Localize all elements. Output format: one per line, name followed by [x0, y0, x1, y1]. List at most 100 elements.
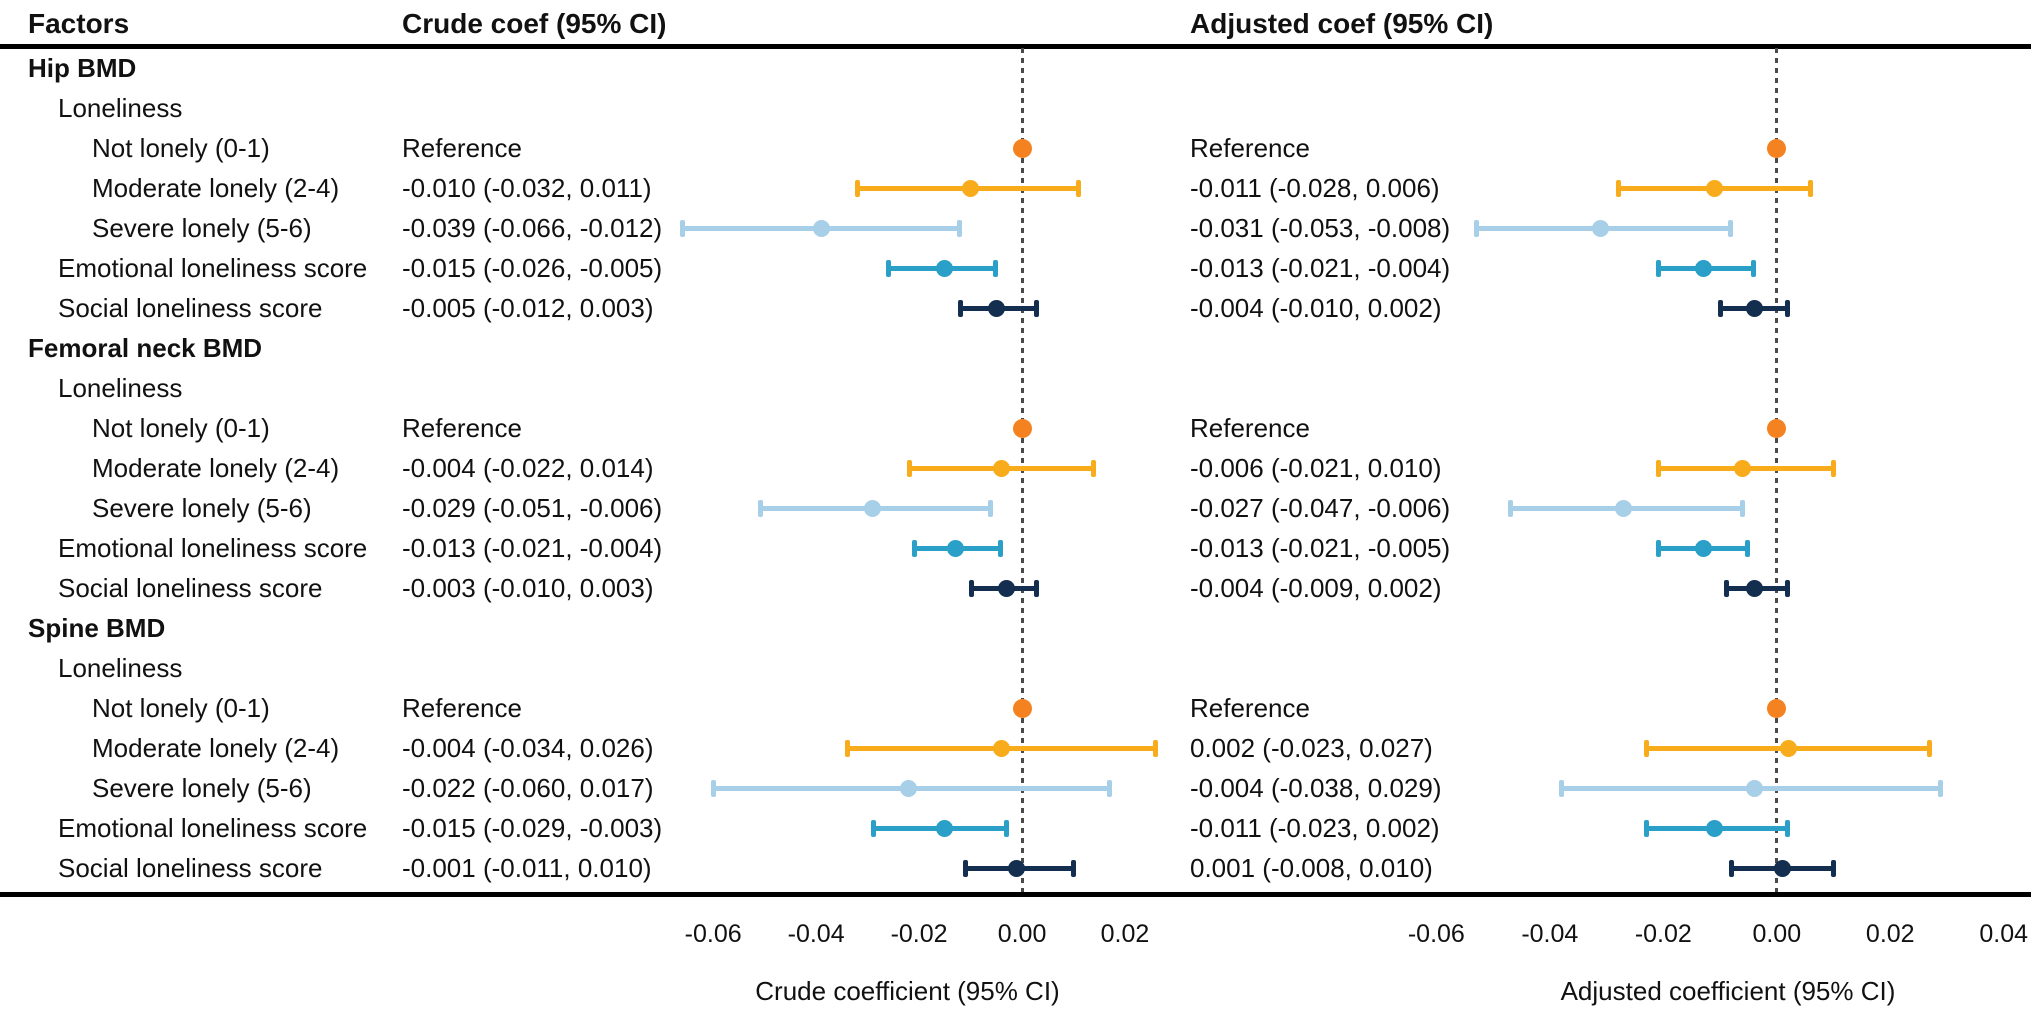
ci-cap-high: [993, 259, 999, 277]
adjusted-value: -0.004 (-0.038, 0.029): [1190, 773, 1442, 803]
axis-tick-label: -0.02: [1634, 920, 1692, 948]
ci-cap-high: [1728, 219, 1734, 237]
ci-cap-high: [1034, 299, 1040, 317]
point-estimate-dot: [1745, 299, 1763, 317]
crude-value: Reference: [402, 693, 522, 723]
ci-cap-high: [1927, 739, 1932, 757]
ci-cap-low: [963, 859, 969, 877]
ci-cap-low: [855, 179, 861, 197]
ci-cap-high: [1785, 579, 1791, 597]
adjusted-value: -0.013 (-0.021, -0.004): [1190, 253, 1451, 283]
column-header-adjusted: Adjusted coef (95% CI): [1190, 8, 1494, 39]
ci-cap-high: [1075, 179, 1081, 197]
ci-cap-low: [958, 299, 964, 317]
footer-rule: [0, 892, 2031, 897]
adjusted-value: -0.013 (-0.021, -0.005): [1190, 533, 1451, 563]
adjusted-value: -0.004 (-0.009, 0.002): [1190, 573, 1442, 603]
axis-tick-label: -0.02: [890, 920, 948, 948]
row-label: Emotional loneliness score: [58, 253, 368, 283]
ci-cap-high: [998, 539, 1004, 557]
row-label: Not lonely (0-1): [92, 693, 270, 723]
crude-value: -0.005 (-0.012, 0.003): [402, 293, 654, 323]
crude-value: -0.015 (-0.029, -0.003): [402, 813, 663, 843]
point-estimate-dot: [936, 259, 954, 277]
ci-cap-high: [1739, 499, 1745, 517]
row-label: Not lonely (0-1): [92, 413, 270, 443]
point-estimate-dot: [1705, 179, 1723, 197]
row-label: Spine BMD: [28, 613, 166, 643]
point-estimate-dot: [1734, 459, 1752, 477]
ci-cap-low: [1615, 179, 1621, 197]
point-estimate-dot: [900, 779, 918, 797]
crude-value: -0.001 (-0.011, 0.010): [402, 853, 652, 883]
reference-dot: [1012, 698, 1032, 718]
ci-cap-low: [1655, 259, 1661, 277]
ci-cap-low: [1655, 539, 1661, 557]
ci-cap-low: [1644, 819, 1650, 837]
crude-value: Reference: [402, 413, 522, 443]
ci-cap-high: [1751, 259, 1757, 277]
reference-dot: [1767, 138, 1787, 158]
point-estimate-dot: [992, 739, 1010, 757]
ci-cap-high: [1830, 859, 1836, 877]
panel-crude: [655, 48, 1160, 892]
adjusted-value: -0.011 (-0.028, 0.006): [1190, 173, 1440, 203]
adjusted-value: Reference: [1190, 413, 1310, 443]
adjusted-value: -0.006 (-0.021, 0.010): [1190, 453, 1442, 483]
adjusted-value: 0.001 (-0.008, 0.010): [1190, 853, 1433, 883]
ci-cap-high: [1152, 739, 1158, 757]
point-estimate-dot: [1008, 859, 1026, 877]
adjusted-value: -0.031 (-0.053, -0.008): [1190, 213, 1451, 243]
reference-dot: [1012, 138, 1032, 158]
reference-dot: [1012, 418, 1032, 438]
row-label: Not lonely (0-1): [92, 133, 270, 163]
ci-cap-high: [1106, 779, 1112, 797]
ci-cap-high: [1003, 819, 1009, 837]
axis-tick-label: 0.00: [997, 920, 1047, 948]
ci-cap-high: [1034, 579, 1040, 597]
ci-cap-high: [1938, 779, 1944, 797]
row-label: Hip BMD: [28, 53, 137, 83]
ci-cap-low: [968, 579, 974, 597]
crude-value: Reference: [402, 133, 522, 163]
row-label: Severe lonely (5-6): [92, 493, 312, 523]
ci-cap-high: [1745, 539, 1751, 557]
point-estimate-dot: [812, 219, 830, 237]
point-estimate-dot: [1615, 499, 1633, 517]
point-estimate-dot: [1779, 739, 1797, 757]
axis-tick-label: -0.06: [684, 920, 742, 948]
point-estimate-dot: [962, 179, 980, 197]
point-estimate-dot: [936, 819, 954, 837]
axis-tick-label: 0.04: [1979, 920, 2029, 948]
panel-adjusted: [1425, 48, 2031, 892]
row-label: Emotional loneliness score: [58, 533, 368, 563]
adjusted-value: -0.011 (-0.023, 0.002): [1190, 813, 1440, 843]
row-label: Severe lonely (5-6): [92, 213, 312, 243]
ci-cap-high: [988, 499, 994, 517]
ci-cap-low: [1718, 299, 1724, 317]
row-label: Moderate lonely (2-4): [92, 173, 340, 203]
adjusted-value: -0.027 (-0.047, -0.006): [1190, 493, 1451, 523]
crude-value: -0.004 (-0.034, 0.026): [402, 733, 654, 763]
axis-title-adjusted: Adjusted coefficient (95% CI): [1560, 976, 1896, 1006]
point-estimate-dot: [1773, 859, 1791, 877]
point-estimate-dot: [987, 299, 1005, 317]
axis-tick-label: -0.04: [787, 920, 845, 948]
point-estimate-dot: [998, 579, 1016, 597]
ci-cap-low: [886, 259, 892, 277]
adjusted-value: 0.002 (-0.023, 0.027): [1190, 733, 1433, 763]
row-label: Moderate lonely (2-4): [92, 453, 340, 483]
ci-cap-low: [1508, 499, 1514, 517]
row-label: Moderate lonely (2-4): [92, 733, 340, 763]
ci-cap-low: [1729, 859, 1735, 877]
crude-value: -0.039 (-0.066, -0.012): [402, 213, 663, 243]
ci-cap-low: [870, 819, 876, 837]
point-estimate-dot: [1705, 819, 1723, 837]
column-header-crude: Crude coef (95% CI): [402, 8, 667, 39]
row-label: Femoral neck BMD: [28, 333, 263, 363]
ci-cap-low: [911, 539, 917, 557]
crude-value: -0.022 (-0.060, 0.017): [402, 773, 654, 803]
row-label: Loneliness: [58, 93, 183, 123]
ci-cap-low: [906, 459, 912, 477]
